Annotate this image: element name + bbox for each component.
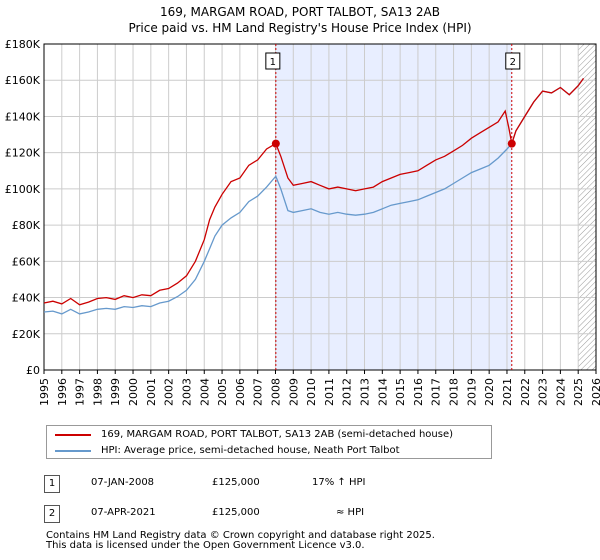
chart-title: 169, MARGAM ROAD, PORT TALBOT, SA13 2AB … [0,4,600,36]
x-tick-label: 2009 [287,378,300,406]
x-tick-label: 2004 [198,378,211,406]
x-tick-label: 2006 [234,378,247,406]
y-tick-label: £60K [12,255,41,268]
footer: Contains HM Land Registry data © Crown c… [46,531,435,551]
x-tick-label: 2025 [572,378,585,406]
sale-marker-2: 2 [44,505,60,523]
sale-1-badge [265,52,281,70]
plot-frame [43,43,597,371]
future-hatch [578,44,596,370]
x-tick-label: 2014 [376,378,389,406]
x-tick-label: 2016 [412,378,425,406]
x-tick-label: 2012 [341,378,354,406]
sale-1-point [271,139,280,148]
x-tick-label: 2010 [305,378,318,406]
x-tick-label: 1997 [74,378,87,406]
sale-2-badge-label: 2 [510,57,516,68]
legend-swatch-blue [55,450,91,452]
sale-1-badge-label: 1 [270,57,276,68]
sale-date-1: 07-JAN-2008 [91,477,155,488]
y-tick-label: £180K [5,38,41,51]
sale-hpi-2: ≈ HPI [336,507,365,518]
y-tick-label: £120K [5,147,41,160]
x-tick-label: 1999 [109,378,122,406]
property-price-line [43,78,585,306]
y-tick-label: £40K [12,292,41,305]
x-tick-label: 2017 [430,378,443,406]
y-tick-label: £160K [5,74,41,87]
sale-row-2: 2 07-APR-2021 £125,000 ≈ HPI [0,503,600,525]
x-tick-label: 2023 [537,378,550,406]
legend: 169, MARGAM ROAD, PORT TALBOT, SA13 2AB … [46,425,492,459]
x-tick-label: 1998 [91,378,104,406]
x-tick-label: 2007 [252,378,265,406]
x-tick-label: 2020 [483,378,496,406]
hpi-line [43,78,585,315]
x-tick-label: 1995 [38,378,51,406]
legend-label-property: 169, MARGAM ROAD, PORT TALBOT, SA13 2AB … [101,429,454,440]
x-tick-label: 2001 [145,378,158,406]
x-tick-label: 2021 [501,378,514,406]
x-tick-label: 2000 [127,378,140,406]
x-tick-label: 2002 [163,378,176,406]
legend-swatch-red [55,434,91,436]
footer-copyright: Contains HM Land Registry data © Crown c… [46,530,435,541]
footer-licence: This data is licensed under the Open Gov… [46,540,365,551]
sale-hpi-1: 17% ↑ HPI [312,477,366,488]
x-tick-label: 2008 [269,378,282,406]
y-tick-label: £0 [26,364,40,377]
x-tick-label: 2013 [359,378,372,406]
sale-price-2: £125,000 [212,507,260,518]
sale-marker-1: 1 [44,475,60,493]
x-tick-label: 2026 [590,378,600,406]
ownership-period-shade [275,44,512,370]
x-tick-label: 2015 [394,378,407,406]
sale-2-badge [505,52,521,70]
sale-date-2: 07-APR-2021 [91,507,156,518]
x-tick-label: 2003 [180,378,193,406]
x-tick-label: 2022 [519,378,532,406]
sale-price-1: £125,000 [212,477,260,488]
sale-row-1: 1 07-JAN-2008 £125,000 17% ↑ HPI [0,473,600,495]
sale-2-point [507,139,516,148]
title-subtitle: Price paid vs. HM Land Registry's House … [128,21,472,35]
y-tick-label: £20K [12,328,41,341]
x-tick-label: 2005 [216,378,229,406]
y-tick-label: £80K [12,219,41,232]
y-tick-label: £100K [5,183,41,196]
x-tick-label: 1996 [56,378,69,406]
x-tick-label: 2019 [465,378,478,406]
legend-label-hpi: HPI: Average price, semi-detached house,… [101,445,400,456]
x-tick-label: 2018 [448,378,461,406]
title-address: 169, MARGAM ROAD, PORT TALBOT, SA13 2AB [160,5,440,19]
price-chart: £0 £20K £40K £60K £80K £100K £120K £140K £160K £1… [5,38,600,406]
y-tick-label: £140K [5,110,41,123]
x-tick-label: 2024 [554,378,567,406]
x-tick-label: 2011 [323,378,336,406]
